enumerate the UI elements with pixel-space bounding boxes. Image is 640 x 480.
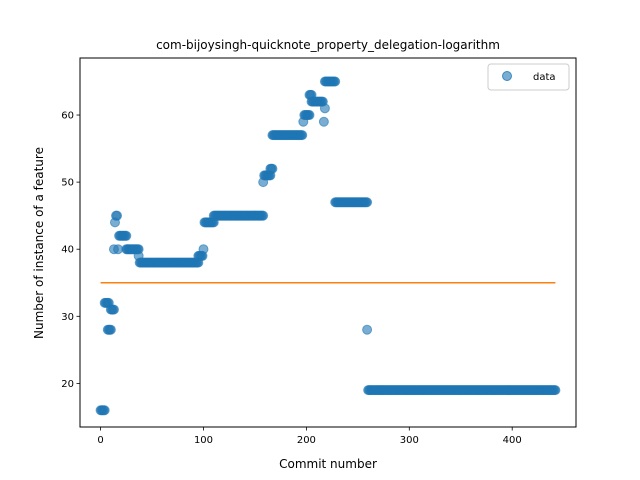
y-axis-label: Number of instance of a feature xyxy=(32,147,46,339)
y-tick-label: 40 xyxy=(61,245,74,256)
axes-frame xyxy=(79,57,577,428)
data-point xyxy=(362,324,373,335)
data-point xyxy=(550,385,561,396)
x-tick-label: 400 xyxy=(503,435,522,446)
data-point xyxy=(113,244,124,255)
x-tick-label: 100 xyxy=(194,435,213,446)
legend: data xyxy=(487,63,570,91)
data-point xyxy=(319,103,330,114)
x-tick-label: 200 xyxy=(297,435,316,446)
data-points xyxy=(95,76,561,416)
chart-title: com-bijoysingh-quicknote_property_delega… xyxy=(156,38,500,52)
axes: 0 100 200 300 400 20 30 40 50 60 xyxy=(61,57,577,446)
data-point xyxy=(258,210,269,221)
x-axis-label: Commit number xyxy=(279,457,377,471)
x-tick-label: 0 xyxy=(97,435,103,446)
data-point xyxy=(198,244,209,255)
y-tick-label: 30 xyxy=(61,312,74,323)
data-point xyxy=(304,110,315,121)
data-point xyxy=(362,197,373,208)
data-point xyxy=(112,210,123,221)
legend-box xyxy=(487,63,570,91)
data-point xyxy=(297,130,308,141)
data-point xyxy=(267,163,278,174)
data-point xyxy=(121,230,132,241)
x-tick-label: 300 xyxy=(400,435,419,446)
data-point xyxy=(99,405,110,416)
y-tick-label: 50 xyxy=(61,178,74,189)
data-point xyxy=(105,324,116,335)
data-point xyxy=(318,116,329,127)
y-tick-label: 20 xyxy=(61,379,74,390)
legend-marker-data xyxy=(502,71,512,81)
data-point xyxy=(108,304,119,315)
y-tick-label: 60 xyxy=(61,111,74,122)
legend-label-data: data xyxy=(533,72,556,83)
data-point xyxy=(330,76,341,87)
